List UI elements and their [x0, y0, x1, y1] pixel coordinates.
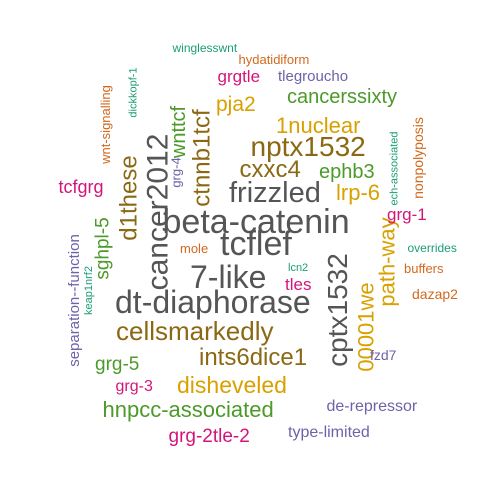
cloud-word: buffers	[404, 260, 444, 276]
cloud-word: disheveled	[177, 371, 287, 398]
cloud-word: hnpcc-associated	[102, 397, 274, 422]
cloud-word: ints6dice1	[199, 344, 308, 371]
cloud-word: mole	[180, 240, 209, 256]
cloud-word: cellsmarkedly	[116, 316, 274, 346]
cloud-word: dazap2	[412, 286, 458, 302]
cloud-word: lrp-6	[336, 180, 381, 205]
cloud-word: grg-5	[95, 353, 140, 375]
cloud-word: wnt-signalling	[97, 84, 113, 164]
cloud-word: ctnnb1tcf	[188, 109, 216, 207]
cloud-word: ech-associated	[388, 131, 401, 205]
cloud-word: grg-2tle-2	[168, 425, 250, 447]
cloud-word: grgtle	[217, 66, 261, 86]
cloud-word: lcn2	[288, 261, 309, 274]
cloud-word: nonpolyposis	[409, 117, 426, 199]
cloud-word: hydatidiform	[238, 51, 310, 67]
cloud-word: dt-diaphorase	[115, 284, 311, 320]
cloud-word: grg-1	[387, 204, 427, 224]
cloud-word: wnttcf	[168, 105, 191, 159]
cloud-word: tcfgrg	[58, 177, 104, 197]
cloud-word: fzd7	[370, 347, 397, 363]
cloud-word: de-repressor	[326, 398, 418, 415]
cloud-word: type-limited	[288, 424, 370, 441]
cloud-word: keap1nrf2	[82, 265, 95, 315]
cloud-word: grg-4	[168, 156, 184, 188]
cloud-word: dickkopf-1	[127, 66, 140, 118]
cloud-word: grg-3	[115, 378, 153, 395]
cloud-word: frizzled	[229, 176, 321, 209]
cloud-word: beta-catenin	[162, 203, 350, 241]
cloud-word: 1nuclear	[276, 113, 361, 138]
cloud-word: cptx1532	[321, 253, 353, 367]
cloud-word: ephb3	[319, 161, 375, 183]
cloud-word: path-way	[374, 217, 400, 307]
cloud-word: sghpl-5	[92, 216, 114, 280]
cloud-word: tles	[285, 274, 312, 294]
cloud-word: tcflef	[220, 225, 292, 263]
cloud-word: 7-like	[190, 259, 267, 295]
cloud-word: cxxc4	[239, 156, 301, 183]
cloud-word: pja2	[216, 92, 256, 116]
cloud-word: tlegroucho	[278, 67, 349, 85]
cloud-word: separation--function	[65, 233, 83, 367]
cloud-word: d1these	[115, 155, 143, 241]
cloud-word: overrides	[407, 241, 457, 255]
cloud-word: nptx1532	[250, 131, 366, 162]
cloud-word: cancerssixty	[287, 86, 398, 108]
cloud-word: winglesswnt	[172, 41, 238, 55]
